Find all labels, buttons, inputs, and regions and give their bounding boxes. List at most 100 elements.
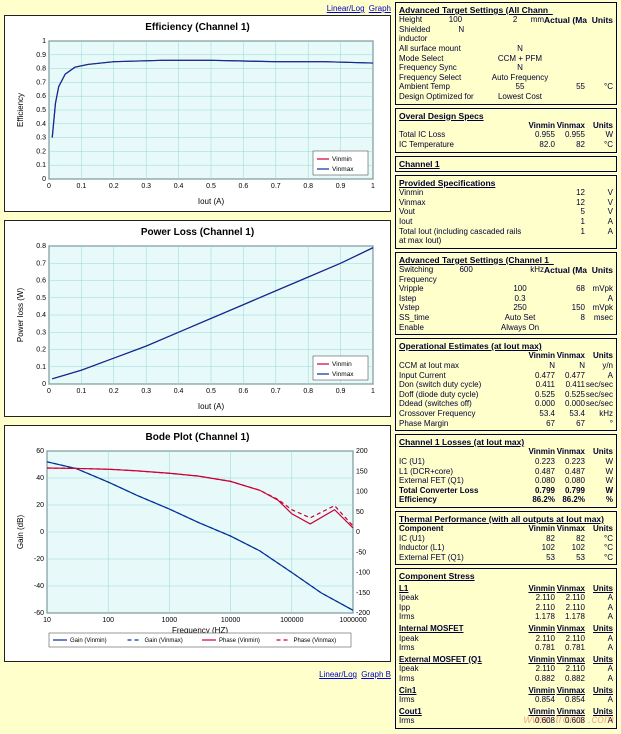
svg-text:100000: 100000 bbox=[280, 617, 303, 624]
svg-text:0.5: 0.5 bbox=[206, 183, 216, 190]
svg-text:0.7: 0.7 bbox=[270, 183, 280, 190]
svg-text:0.8: 0.8 bbox=[36, 66, 46, 73]
svg-text:0: 0 bbox=[40, 529, 44, 536]
svg-text:0.9: 0.9 bbox=[335, 388, 345, 395]
svg-text:-100: -100 bbox=[356, 570, 370, 577]
bode-chart: 101001000100001000001000000-60-40-200204… bbox=[13, 447, 383, 657]
svg-text:0.1: 0.1 bbox=[36, 364, 46, 371]
svg-text:0.1: 0.1 bbox=[36, 162, 46, 169]
svg-text:50: 50 bbox=[356, 509, 364, 516]
svg-text:0.2: 0.2 bbox=[108, 183, 118, 190]
svg-text:0.2: 0.2 bbox=[36, 347, 46, 354]
data-column: Advanced Target Settings (All Chann Actu… bbox=[395, 0, 621, 734]
svg-text:10: 10 bbox=[43, 617, 51, 624]
svg-text:0: 0 bbox=[356, 529, 360, 536]
panel-adv-target-all: Advanced Target Settings (All Chann Actu… bbox=[395, 2, 617, 105]
toolbar-bottom: Linear/Log Graph B bbox=[4, 670, 391, 679]
graph-link-b[interactable]: Graph B bbox=[361, 670, 391, 679]
svg-text:-200: -200 bbox=[356, 610, 370, 617]
powerloss-chart-box: Power Loss (Channel 1) 00.10.20.30.40.50… bbox=[4, 220, 391, 417]
powerloss-title: Power Loss (Channel 1) bbox=[9, 227, 386, 238]
svg-text:Vinmin: Vinmin bbox=[332, 156, 352, 163]
efficiency-chart-box: Efficiency (Channel 1) 0 0.1 0.2 0.3 0.4 0.5 0… bbox=[4, 15, 391, 212]
svg-text:0.5: 0.5 bbox=[36, 295, 46, 302]
linear-log-link-b[interactable]: Linear/Log bbox=[319, 670, 357, 679]
graph-link[interactable]: Graph bbox=[369, 4, 391, 13]
svg-text:0.7: 0.7 bbox=[36, 260, 46, 267]
panel-losses: Channel 1 Losses (at Iout max)VinminVinm… bbox=[395, 434, 617, 508]
svg-text:Efficiency: Efficiency bbox=[16, 93, 25, 127]
svg-text:Vinmax: Vinmax bbox=[332, 371, 354, 378]
panel-stress: Component StressL1VinminVinmaxUnitsIpeak… bbox=[395, 568, 617, 729]
svg-text:0.2: 0.2 bbox=[36, 148, 46, 155]
svg-text:0.7: 0.7 bbox=[270, 388, 280, 395]
svg-text:0.3: 0.3 bbox=[141, 388, 151, 395]
svg-text:Gain (Vinmin): Gain (Vinmin) bbox=[70, 638, 107, 644]
svg-text:-40: -40 bbox=[33, 583, 43, 590]
svg-text:0.6: 0.6 bbox=[238, 183, 248, 190]
svg-text:Phase (Vinmin): Phase (Vinmin) bbox=[219, 638, 260, 644]
svg-text:0.8: 0.8 bbox=[36, 243, 46, 250]
svg-text:200: 200 bbox=[356, 448, 368, 455]
svg-text:0.6: 0.6 bbox=[36, 93, 46, 100]
svg-text:0.2: 0.2 bbox=[108, 388, 118, 395]
svg-text:0.8: 0.8 bbox=[303, 183, 313, 190]
svg-text:0.5: 0.5 bbox=[206, 388, 216, 395]
svg-text:0.4: 0.4 bbox=[36, 121, 46, 128]
svg-text:Phase (Vinmax): Phase (Vinmax) bbox=[293, 638, 336, 644]
svg-text:0.9: 0.9 bbox=[36, 52, 46, 59]
svg-text:0.6: 0.6 bbox=[238, 388, 248, 395]
svg-text:150: 150 bbox=[356, 468, 368, 475]
panel-ch1-header: Channel 1 bbox=[395, 156, 617, 173]
channel-1-label: Channel 1 bbox=[399, 159, 440, 169]
efficiency-chart: 00.10.20.30.40.50.60.70.80.9100.10.20.30… bbox=[13, 37, 383, 207]
powerloss-chart: 0 0.1 0.2 0.3 0.4 0.5 0.6 0.7 0.8 0.9 1 0 0.1 0.2 0.3 0… bbox=[13, 242, 383, 412]
bode-chart-box: Bode Plot (Channel 1) 101001000100001000… bbox=[4, 425, 391, 662]
svg-text:40: 40 bbox=[36, 475, 44, 482]
svg-text:-20: -20 bbox=[33, 556, 43, 563]
linear-log-link[interactable]: Linear/Log bbox=[327, 4, 365, 13]
toolbar-top: Linear/Log Graph bbox=[4, 4, 391, 13]
svg-text:0: 0 bbox=[47, 183, 51, 190]
svg-text:0: 0 bbox=[42, 176, 46, 183]
svg-text:0.4: 0.4 bbox=[173, 183, 183, 190]
svg-text:0.4: 0.4 bbox=[173, 388, 183, 395]
panel-op-est: Operational Estimates (at Iout max)Vinmi… bbox=[395, 338, 617, 431]
svg-text:1000: 1000 bbox=[161, 617, 177, 624]
svg-text:0.9: 0.9 bbox=[335, 183, 345, 190]
svg-text:0: 0 bbox=[47, 388, 51, 395]
svg-text:Gain (Vinmax): Gain (Vinmax) bbox=[144, 638, 182, 644]
svg-text:0.5: 0.5 bbox=[36, 107, 46, 114]
svg-text:0.8: 0.8 bbox=[303, 388, 313, 395]
panel-provided: Provided SpecificationsVinmin12VVinmax12… bbox=[395, 175, 617, 249]
svg-text:0: 0 bbox=[42, 381, 46, 388]
svg-text:10000: 10000 bbox=[220, 617, 240, 624]
svg-text:0.3: 0.3 bbox=[36, 329, 46, 336]
bode-title: Bode Plot (Channel 1) bbox=[9, 432, 386, 443]
svg-text:-50: -50 bbox=[356, 549, 366, 556]
watermark: www. tronic .com bbox=[523, 712, 614, 726]
svg-text:100: 100 bbox=[102, 617, 114, 624]
svg-text:60: 60 bbox=[36, 448, 44, 455]
svg-text:1: 1 bbox=[42, 38, 46, 45]
panel-thermal: Thermal Performance (with all outputs at… bbox=[395, 511, 617, 566]
svg-text:0.3: 0.3 bbox=[141, 183, 151, 190]
svg-text:Gain (dB): Gain (dB) bbox=[16, 515, 25, 550]
svg-text:-60: -60 bbox=[33, 610, 43, 617]
svg-text:0.1: 0.1 bbox=[76, 388, 86, 395]
svg-text:20: 20 bbox=[36, 502, 44, 509]
svg-text:Vinmin: Vinmin bbox=[332, 361, 352, 368]
svg-text:1: 1 bbox=[371, 388, 375, 395]
svg-text:1000000: 1000000 bbox=[339, 617, 366, 624]
svg-text:0.6: 0.6 bbox=[36, 278, 46, 285]
svg-text:Power loss (W): Power loss (W) bbox=[16, 288, 25, 343]
charts-column: Linear/Log Graph Efficiency (Channel 1) … bbox=[0, 0, 395, 734]
svg-text:100: 100 bbox=[356, 489, 368, 496]
svg-text:0.1: 0.1 bbox=[76, 183, 86, 190]
svg-text:Vinmax: Vinmax bbox=[332, 166, 354, 173]
svg-text:Iout (A): Iout (A) bbox=[197, 197, 224, 206]
svg-text:Iout (A): Iout (A) bbox=[197, 402, 224, 411]
svg-text:1: 1 bbox=[371, 183, 375, 190]
efficiency-title: Efficiency (Channel 1) bbox=[9, 22, 386, 33]
svg-text:-150: -150 bbox=[356, 590, 370, 597]
